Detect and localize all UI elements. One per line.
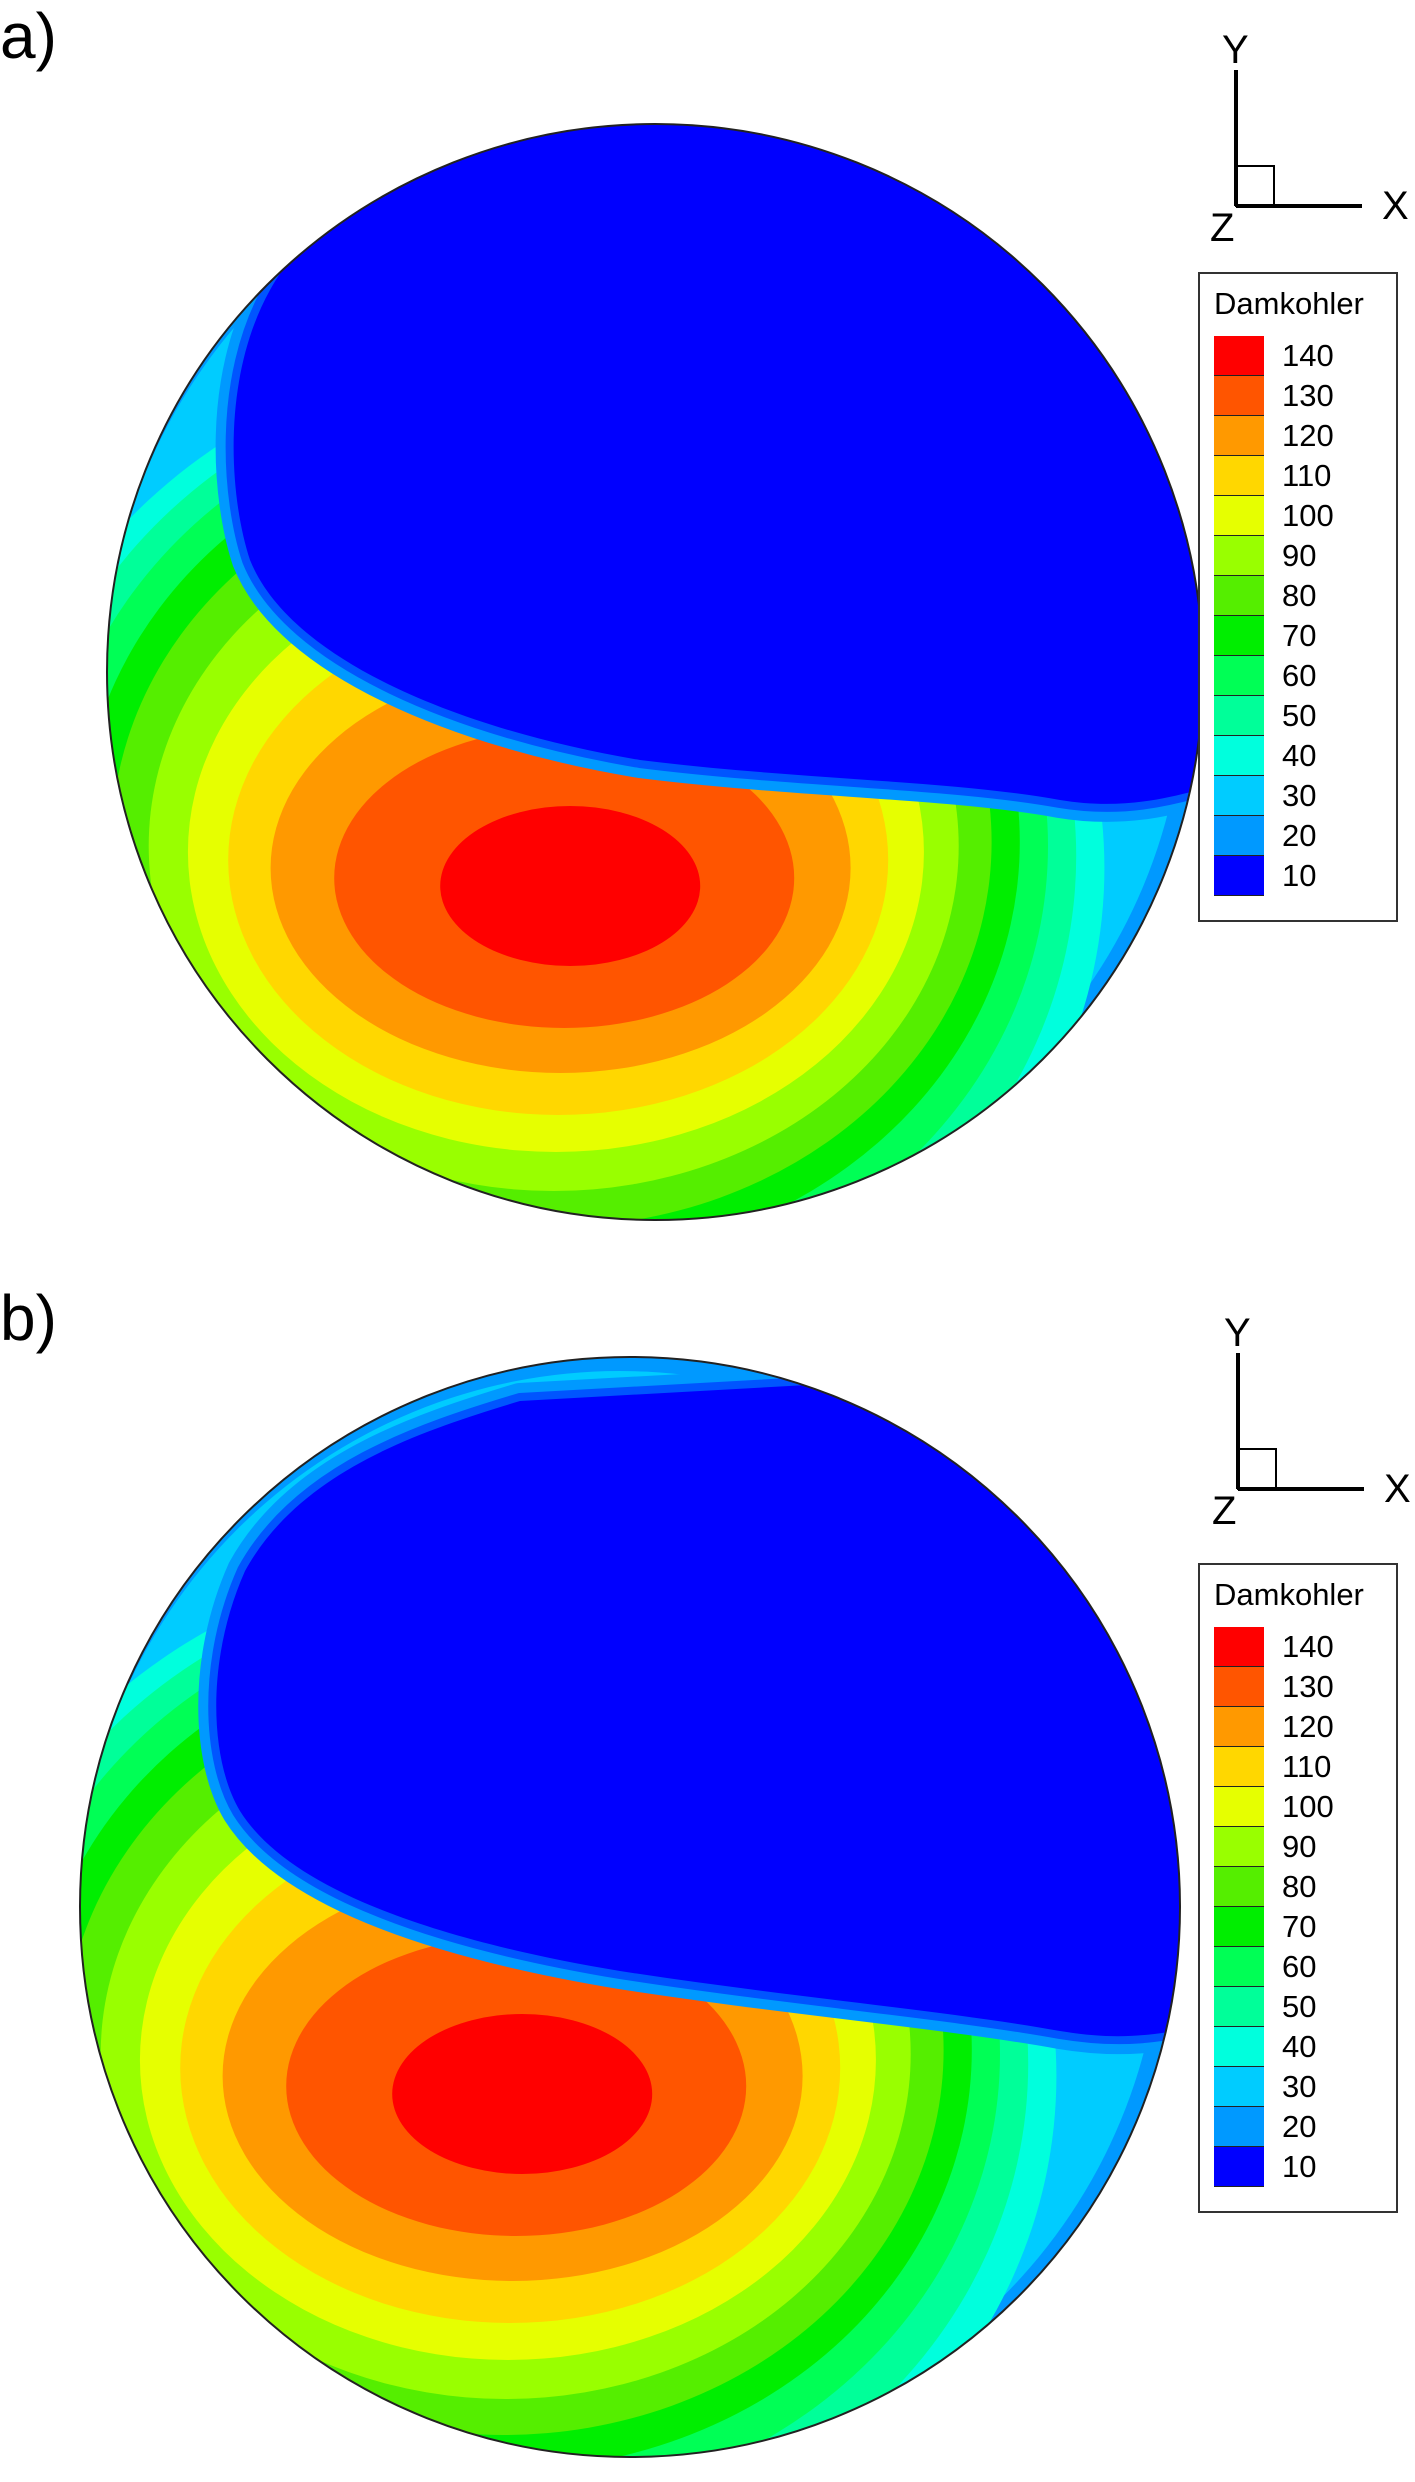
legend-label-110: 110 — [1282, 458, 1332, 493]
axis-label-y-b: Y — [1224, 1311, 1251, 1355]
cold-region-10 — [216, 1361, 1180, 2037]
legend-swatch-120 — [1214, 416, 1264, 456]
legend-swatch-80 — [1214, 576, 1264, 616]
band-140 — [440, 806, 701, 966]
legend-label-120: 120 — [1282, 418, 1334, 453]
legend-swatch-140 — [1214, 336, 1264, 376]
legend-title-b: Damkohler — [1214, 1577, 1364, 1612]
legend-swatch-50 — [1214, 1987, 1264, 2027]
legend-label-20: 20 — [1282, 818, 1317, 853]
legend-swatch-140 — [1214, 1627, 1264, 1667]
contour-plot-a — [106, 123, 1204, 1221]
legend-swatch-30 — [1214, 2067, 1264, 2107]
legend-label-20: 20 — [1282, 2109, 1317, 2144]
legend-swatch-120 — [1214, 1707, 1264, 1747]
panel-label-b: b) — [0, 1282, 57, 1354]
legend-label-130: 130 — [1282, 378, 1334, 413]
legend-label-70: 70 — [1282, 1909, 1317, 1944]
disk-outline — [79, 1356, 1181, 2458]
legend-label-80: 80 — [1282, 578, 1317, 613]
legend-a: Damkohler 140 130 120 110 100 90 80 70 60 50 40 30 2… — [1198, 272, 1398, 922]
legend-swatch-20 — [1214, 816, 1264, 856]
legend-label-140: 140 — [1282, 1629, 1334, 1664]
legend-label-10: 10 — [1282, 2149, 1317, 2184]
legend-label-60: 60 — [1282, 658, 1317, 693]
cold-region-10 — [233, 124, 1203, 804]
legend-swatch-60 — [1214, 656, 1264, 696]
legend-label-140: 140 — [1282, 338, 1334, 373]
axis-triad-lines-b — [1236, 1353, 1364, 1491]
legend-label-100: 100 — [1282, 498, 1334, 533]
legend-swatch-60 — [1214, 1947, 1264, 1987]
legend-swatch-10 — [1214, 856, 1264, 896]
axis-label-x-a: X — [1382, 184, 1409, 228]
legend-label-10: 10 — [1282, 858, 1317, 893]
legend-swatch-40 — [1214, 736, 1264, 776]
legend-swatch-130 — [1214, 376, 1264, 416]
axis-label-x-b: X — [1384, 1467, 1411, 1511]
legend-label-130: 130 — [1282, 1669, 1334, 1704]
legend-swatch-100 — [1214, 1787, 1264, 1827]
legend-swatch-70 — [1214, 1907, 1264, 1947]
contour-bands — [80, 1357, 1180, 2457]
legend-swatch-100 — [1214, 496, 1264, 536]
legend-swatch-30 — [1214, 776, 1264, 816]
legend-label-90: 90 — [1282, 538, 1317, 573]
contour-plot-b — [79, 1356, 1181, 2458]
legend-label-40: 40 — [1282, 2029, 1317, 2064]
panel-a: a) Y X Z Damkohler 140 130 120 110 100 90 80 70… — [0, 0, 1415, 1221]
legend-label-90: 90 — [1282, 1829, 1317, 1864]
legend-swatch-110 — [1214, 1747, 1264, 1787]
legend-label-110: 110 — [1282, 1749, 1332, 1784]
legend-swatch-80 — [1214, 1867, 1264, 1907]
legend-title-a: Damkohler — [1214, 286, 1364, 321]
axis-label-z-a: Z — [1210, 206, 1235, 250]
legend-label-30: 30 — [1282, 778, 1317, 813]
legend-swatch-130 — [1214, 1667, 1264, 1707]
axis-triad-a: Y X Z — [1210, 30, 1415, 250]
legend-swatch-20 — [1214, 2107, 1264, 2147]
legend-label-40: 40 — [1282, 738, 1317, 773]
contour-bands — [107, 124, 1203, 1220]
legend-swatch-40 — [1214, 2027, 1264, 2067]
legend-swatch-10 — [1214, 2147, 1264, 2187]
axis-triad-b: Y X Z — [1212, 1313, 1415, 1533]
axis-label-z-b: Z — [1212, 1489, 1237, 1533]
legend-swatch-110 — [1214, 456, 1264, 496]
legend-label-50: 50 — [1282, 1989, 1317, 2024]
panel-b: b) Y X Z Damkohler 140 130 120 110 100 90 80 70… — [0, 1241, 1415, 2482]
legend-swatch-70 — [1214, 616, 1264, 656]
legend-b: Damkohler 140 130 120 110 100 90 80 70 60 50 40 30 2… — [1198, 1563, 1398, 2213]
legend-swatch-90 — [1214, 1827, 1264, 1867]
legend-swatch-90 — [1214, 536, 1264, 576]
axis-triad-lines-a — [1234, 70, 1362, 208]
band-140 — [392, 2014, 653, 2174]
legend-label-80: 80 — [1282, 1869, 1317, 1904]
legend-swatch-50 — [1214, 696, 1264, 736]
axis-label-y-a: Y — [1222, 28, 1249, 72]
legend-label-50: 50 — [1282, 698, 1317, 733]
legend-label-60: 60 — [1282, 1949, 1317, 1984]
legend-label-70: 70 — [1282, 618, 1317, 653]
legend-label-100: 100 — [1282, 1789, 1334, 1824]
panel-label-a: a) — [0, 0, 57, 72]
legend-label-120: 120 — [1282, 1709, 1334, 1744]
legend-label-30: 30 — [1282, 2069, 1317, 2104]
